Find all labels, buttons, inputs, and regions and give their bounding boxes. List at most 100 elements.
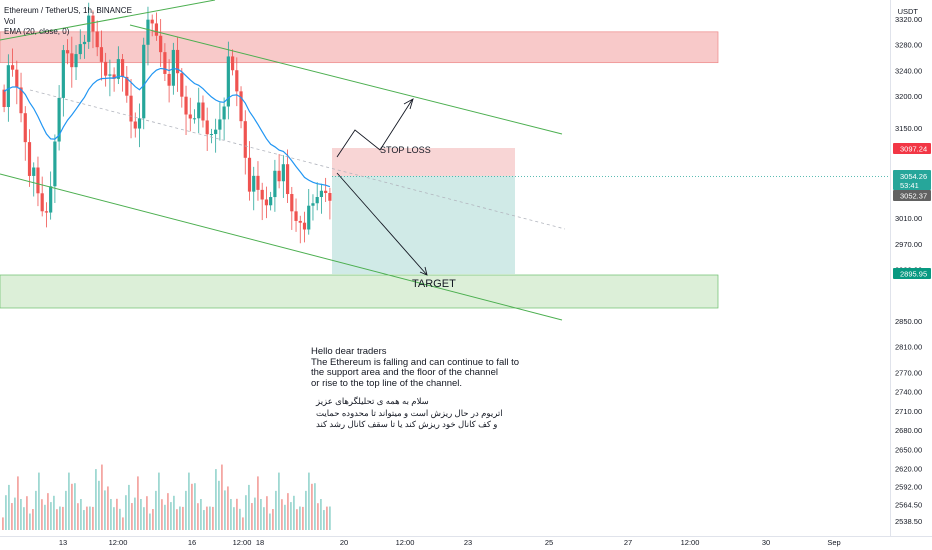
volume-bar xyxy=(281,499,283,530)
volume-bars xyxy=(2,464,331,530)
volume-bar xyxy=(86,506,88,530)
current-price-badge: 3054.26 xyxy=(900,172,927,181)
support-price-badge-bg xyxy=(893,268,931,279)
vol-indicator-label[interactable]: Vol xyxy=(4,16,16,26)
volume-bar xyxy=(230,499,232,530)
volume-bar xyxy=(269,513,271,530)
volume-bar xyxy=(29,513,31,530)
volume-bar xyxy=(32,509,34,530)
volume-bar xyxy=(296,509,298,530)
candle-body xyxy=(256,175,260,190)
volume-bar xyxy=(152,509,154,530)
candle-body xyxy=(15,69,19,88)
volume-bar xyxy=(197,503,199,530)
candle-body xyxy=(116,59,120,79)
stop-price-badge: 3097.24 xyxy=(900,145,927,154)
candle-body xyxy=(104,61,108,76)
note-line-fa: اتریوم در حال ریزش است و میتواند تا محدو… xyxy=(316,407,503,418)
stop-loss-label: STOP LOSS xyxy=(380,145,431,155)
candle-body xyxy=(311,203,315,206)
volume-bar xyxy=(167,493,169,530)
candle-body xyxy=(146,19,150,45)
stop-loss-zone xyxy=(332,148,515,176)
candle-body xyxy=(222,106,226,120)
volume-bar xyxy=(320,499,322,530)
bar-countdown: 53:41 xyxy=(900,181,919,190)
candle-body xyxy=(167,73,171,86)
price-tick-label: 2564.50 xyxy=(895,500,922,509)
volume-bar xyxy=(68,472,70,530)
volume-bar xyxy=(164,504,166,530)
time-tick-label: 18 xyxy=(256,538,264,547)
volume-bar xyxy=(185,490,187,530)
candle-body xyxy=(91,15,95,32)
candle-body xyxy=(298,220,302,223)
volume-bar xyxy=(140,499,142,530)
volume-bar xyxy=(92,506,94,530)
price-tick-label: 3010.00 xyxy=(895,214,922,223)
candle-body xyxy=(112,74,116,79)
time-tick-label: 25 xyxy=(545,538,553,547)
time-tick-label: 27 xyxy=(624,538,632,547)
volume-bar xyxy=(284,504,286,530)
volume-bar xyxy=(5,495,7,530)
candle-body xyxy=(285,164,290,195)
volume-bar xyxy=(110,499,112,530)
candle-body xyxy=(201,102,205,121)
ema-indicator-label[interactable]: EMA (20, close, 0) xyxy=(4,27,70,36)
volume-bar xyxy=(263,507,265,530)
candle-body xyxy=(78,44,82,55)
price-tick-label: 3200.00 xyxy=(895,92,922,101)
volume-bar xyxy=(149,513,151,530)
target-zone xyxy=(332,176,515,274)
chart-legend: Ethereum / TetherUS, 1h, BINANCE Vol EMA… xyxy=(4,6,132,38)
time-tick-label: 30 xyxy=(762,538,770,547)
price-tick-label: 2770.00 xyxy=(895,368,922,377)
symbol-title[interactable]: Ethereum / TetherUS, 1h, BINANCE xyxy=(4,6,132,15)
volume-bar xyxy=(191,483,193,530)
volume-bar xyxy=(47,493,49,530)
candle-body xyxy=(32,167,36,176)
price-tick-label: 2592.00 xyxy=(895,483,922,492)
candle-body xyxy=(27,142,32,176)
trade-note: Hello dear traders The Ethereum is falli… xyxy=(311,346,519,389)
candle-body xyxy=(260,189,264,200)
candle-body xyxy=(205,120,209,135)
volume-bar xyxy=(242,517,244,530)
candle-body xyxy=(154,23,159,36)
volume-bar xyxy=(194,483,196,530)
candle-body xyxy=(209,134,214,136)
candle-body xyxy=(269,197,273,206)
price-tick-label: 3150.00 xyxy=(895,124,922,133)
candle-body xyxy=(184,96,188,115)
bullish-path xyxy=(336,99,413,158)
volume-bar xyxy=(215,469,217,530)
candle-body xyxy=(230,56,235,71)
candle-body xyxy=(125,76,129,96)
resistance-zone xyxy=(0,31,719,64)
volume-bar xyxy=(50,502,52,530)
note-line-fa: و کف کانال خود ریزش کند یا تا سقف کانال … xyxy=(316,419,498,429)
candle-body xyxy=(328,193,332,201)
time-tick-label: 12:00 xyxy=(233,538,252,547)
time-tick-label: 23 xyxy=(464,538,472,547)
volume-bar xyxy=(314,483,316,530)
time-tick-label: 12:00 xyxy=(681,538,700,547)
candle-body xyxy=(65,50,70,54)
volume-bar xyxy=(302,506,304,530)
volume-bar xyxy=(83,510,85,530)
price-axis: 3320.00 3280.00 3240.00 3200.00 3150.00 3010.… xyxy=(893,15,931,526)
volume-bar xyxy=(266,496,268,530)
candle-body xyxy=(302,222,307,230)
volume-bar xyxy=(137,476,139,530)
bearish-arrowhead xyxy=(419,266,428,276)
volume-bar xyxy=(317,503,319,530)
volume-bar xyxy=(44,504,46,530)
volume-bar xyxy=(170,502,172,530)
ema-value-badge-bg xyxy=(893,190,931,201)
bullish-arrowhead xyxy=(403,98,414,110)
volume-bar xyxy=(233,507,235,530)
channel-midline xyxy=(29,89,566,230)
price-tick-label: 2810.00 xyxy=(895,343,922,352)
